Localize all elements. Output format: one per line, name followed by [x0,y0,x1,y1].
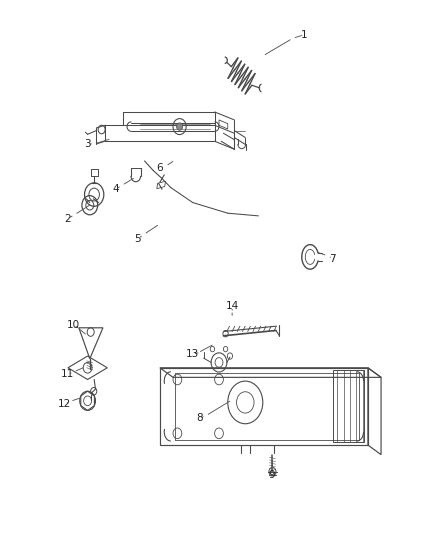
Text: 10: 10 [67,320,80,330]
Text: 13: 13 [186,350,199,359]
Text: 5: 5 [134,234,141,244]
Text: 12: 12 [58,399,71,409]
Text: 8: 8 [196,414,203,423]
Text: 4: 4 [113,184,120,194]
Text: 14: 14 [226,302,239,311]
Text: 6: 6 [156,163,163,173]
Text: 3: 3 [84,139,91,149]
Text: 7: 7 [329,254,336,263]
Text: 9: 9 [268,471,275,480]
Text: 2: 2 [64,214,71,223]
Circle shape [177,123,183,131]
Text: 11: 11 [61,369,74,379]
Text: 1: 1 [301,30,308,39]
